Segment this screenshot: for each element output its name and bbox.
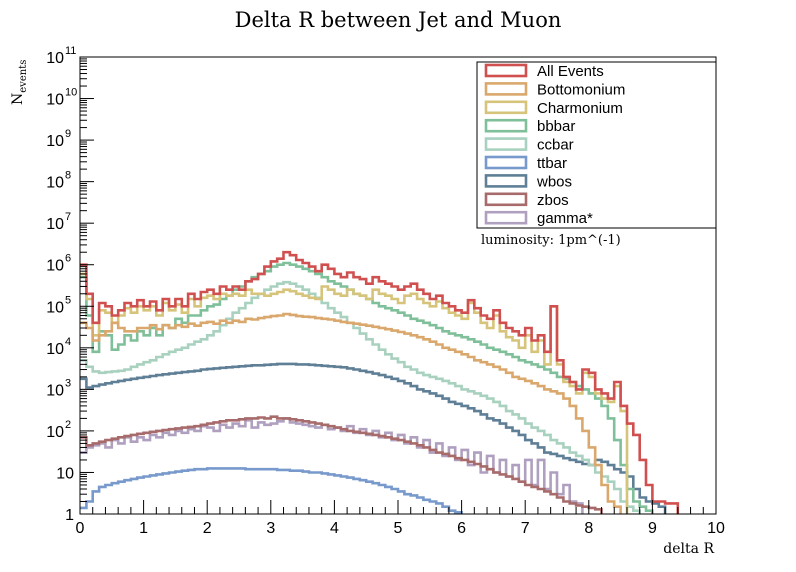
chart-title: Delta R between Jet and Muon	[235, 8, 562, 32]
y-tick-label: 1	[65, 507, 74, 524]
y-axis-label-main: N	[10, 93, 26, 105]
series-line-charmonium	[80, 272, 629, 514]
y-tick-label: 10	[56, 465, 74, 482]
y-tick-exponent: 5	[65, 294, 71, 306]
y-tick-exponent: 8	[65, 170, 71, 182]
x-tick-label: 1	[139, 520, 148, 537]
luminosity-annotation: luminosity: 1pm^(-1)	[481, 233, 621, 248]
y-tick-exponent: 7	[65, 211, 71, 223]
legend-swatch	[484, 137, 528, 151]
x-tick-label: 3	[266, 520, 275, 537]
x-tick-label: 0	[76, 520, 85, 537]
x-tick-label: 5	[394, 520, 403, 537]
y-tick-label: 10	[46, 341, 64, 358]
series-group	[80, 250, 680, 514]
legend-swatch	[484, 100, 528, 115]
y-axis-label: Nevents	[10, 60, 29, 105]
series-line-wbos	[80, 362, 667, 514]
legend-swatch	[484, 192, 528, 207]
legend-swatch	[484, 118, 528, 133]
y-tick-exponent: 3	[65, 377, 71, 389]
x-tick-label: 4	[330, 520, 339, 537]
y-axis-label-subscript: events	[18, 60, 29, 93]
y-tick-exponent: 4	[65, 336, 71, 348]
y-tick-label: 10	[46, 424, 64, 441]
legend-label: All Events	[537, 63, 604, 80]
series-line-all-events	[80, 250, 680, 514]
y-tick-exponent: 9	[65, 128, 71, 140]
x-tick-label: 10	[707, 520, 725, 537]
y-tick-label: 10	[46, 258, 64, 275]
legend-label: ttbar	[537, 155, 567, 172]
y-tick-exponent: 2	[65, 419, 71, 431]
y-tick-label: 10	[46, 175, 64, 192]
y-tick-exponent: 6	[65, 253, 71, 265]
y-tick-label: 10	[46, 50, 64, 67]
series-line-zbos	[80, 415, 603, 514]
x-tick-label: 8	[584, 520, 593, 537]
series-line-bbbar	[80, 261, 654, 514]
series-line-ttbar	[80, 467, 463, 514]
x-tick-label: 9	[648, 520, 657, 537]
x-tick-label: 6	[457, 520, 466, 537]
y-tick-exponent: 11	[65, 45, 76, 57]
series-line-ccbar	[80, 280, 641, 514]
legend-swatch	[484, 63, 528, 78]
y-tick-label: 10	[46, 299, 64, 316]
legend-label: Bottomonium	[537, 81, 625, 98]
x-tick-label: 7	[521, 520, 530, 537]
legend-label: ccbar	[537, 137, 574, 154]
y-tick-label: 10	[46, 382, 64, 399]
x-axis-label: delta R	[663, 541, 714, 557]
series-line-gamma	[80, 417, 584, 514]
y-tick-label: 10	[46, 92, 64, 109]
svg-text:Nevents: Nevents	[10, 60, 29, 105]
y-tick-label: 10	[46, 133, 64, 150]
legend-swatch	[484, 82, 528, 96]
legend-label: zbos	[537, 192, 569, 209]
legend-label: bbbar	[537, 118, 575, 135]
legend-label: Charmonium	[537, 100, 623, 117]
legend-swatch	[484, 174, 528, 188]
y-tick-exponent: 10	[65, 87, 77, 99]
legend-box	[476, 61, 717, 229]
series-line-bottomonium	[80, 312, 622, 514]
legend-label: wbos	[536, 173, 572, 190]
legend-swatch	[484, 210, 528, 225]
x-axis: 0 1 2 3 4 5 6 7 8 9 10	[76, 500, 725, 537]
legend-label: gamma*	[537, 210, 593, 227]
legend-swatch	[484, 155, 528, 170]
y-tick-label: 10	[46, 216, 64, 233]
x-tick-label: 2	[203, 520, 212, 537]
